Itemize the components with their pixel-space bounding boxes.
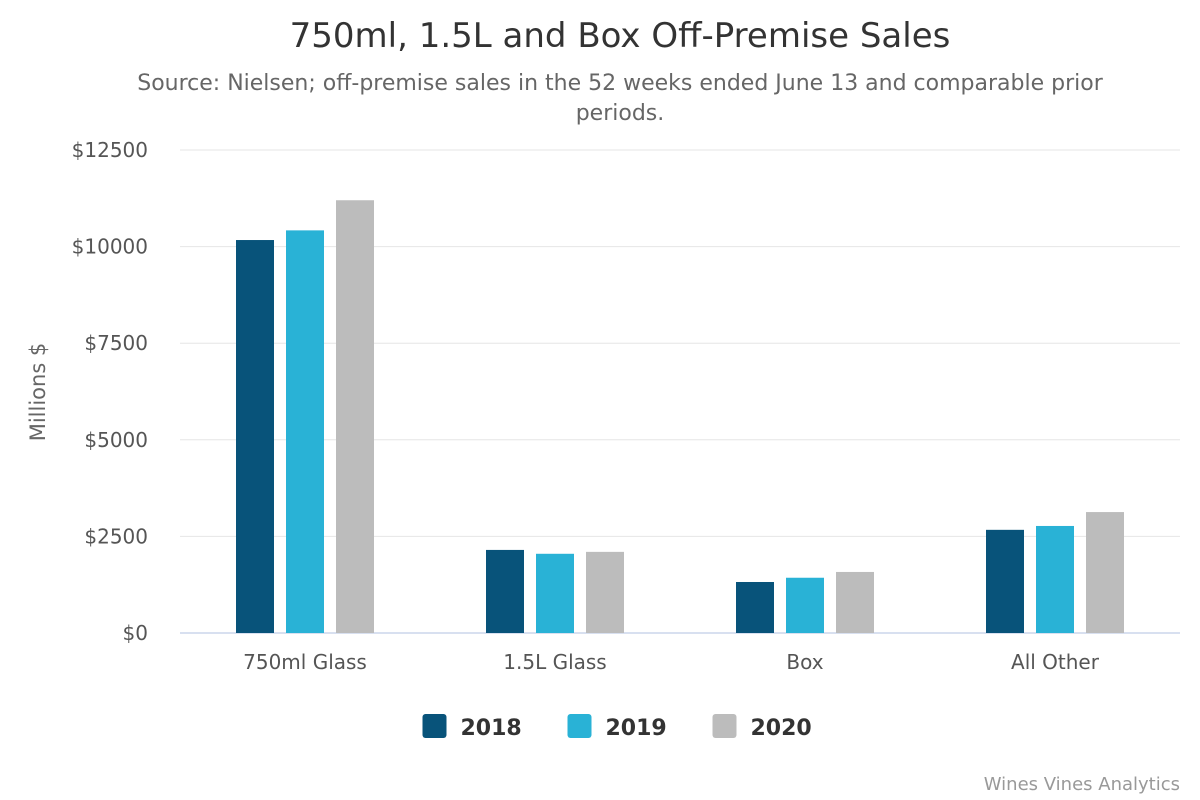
x-tick-label: 750ml Glass [243, 650, 367, 674]
legend-item[interactable]: 2020 [712, 714, 812, 741]
gridlines [180, 149, 1180, 634]
legend-swatch [567, 714, 592, 738]
legend-swatch [712, 714, 737, 738]
bar[interactable] [836, 571, 874, 633]
bar[interactable] [486, 549, 524, 633]
bar[interactable] [736, 581, 774, 633]
bar[interactable] [1086, 512, 1124, 633]
bar[interactable] [586, 551, 624, 633]
legend-item[interactable]: 2019 [567, 714, 667, 741]
y-tick-label: $10000 [72, 235, 148, 259]
legend[interactable]: 2018 2019 2020 [422, 714, 812, 741]
bars [236, 200, 1124, 634]
x-tick-label: Box [786, 650, 823, 674]
y-tick-label: $0 [123, 621, 148, 645]
y-axis: $0 $2500 $5000 $7500 $10000 $12500 [72, 138, 148, 645]
chart-subtitle-line-2: periods. [576, 101, 665, 126]
bar[interactable] [336, 200, 374, 633]
y-tick-label: $5000 [84, 428, 148, 452]
bar[interactable] [236, 240, 274, 634]
y-tick-label: $2500 [84, 524, 148, 548]
legend-label: 2020 [751, 716, 812, 741]
bar[interactable] [986, 529, 1024, 633]
x-tick-label: All Other [1011, 650, 1100, 674]
x-axis: 750ml Glass 1.5L Glass Box All Other [243, 650, 1100, 674]
chart-subtitle-line-1: Source: Nielsen; off-premise sales in th… [137, 71, 1103, 96]
bar[interactable] [786, 577, 824, 633]
legend-swatch [422, 714, 447, 738]
y-tick-label: $7500 [84, 331, 148, 355]
bar[interactable] [536, 553, 574, 633]
legend-label: 2018 [461, 716, 522, 741]
legend-label: 2019 [606, 716, 667, 741]
x-tick-label: 1.5L Glass [503, 650, 606, 674]
bar[interactable] [1036, 525, 1074, 633]
chart-credit[interactable]: Wines Vines Analytics [984, 774, 1180, 795]
legend-item[interactable]: 2018 [422, 714, 522, 741]
chart-title: 750ml, 1.5L and Box Off-Premise Sales [290, 16, 951, 56]
y-axis-title: Millions $ [26, 343, 50, 442]
y-tick-label: $12500 [72, 138, 148, 162]
bar[interactable] [286, 230, 324, 633]
